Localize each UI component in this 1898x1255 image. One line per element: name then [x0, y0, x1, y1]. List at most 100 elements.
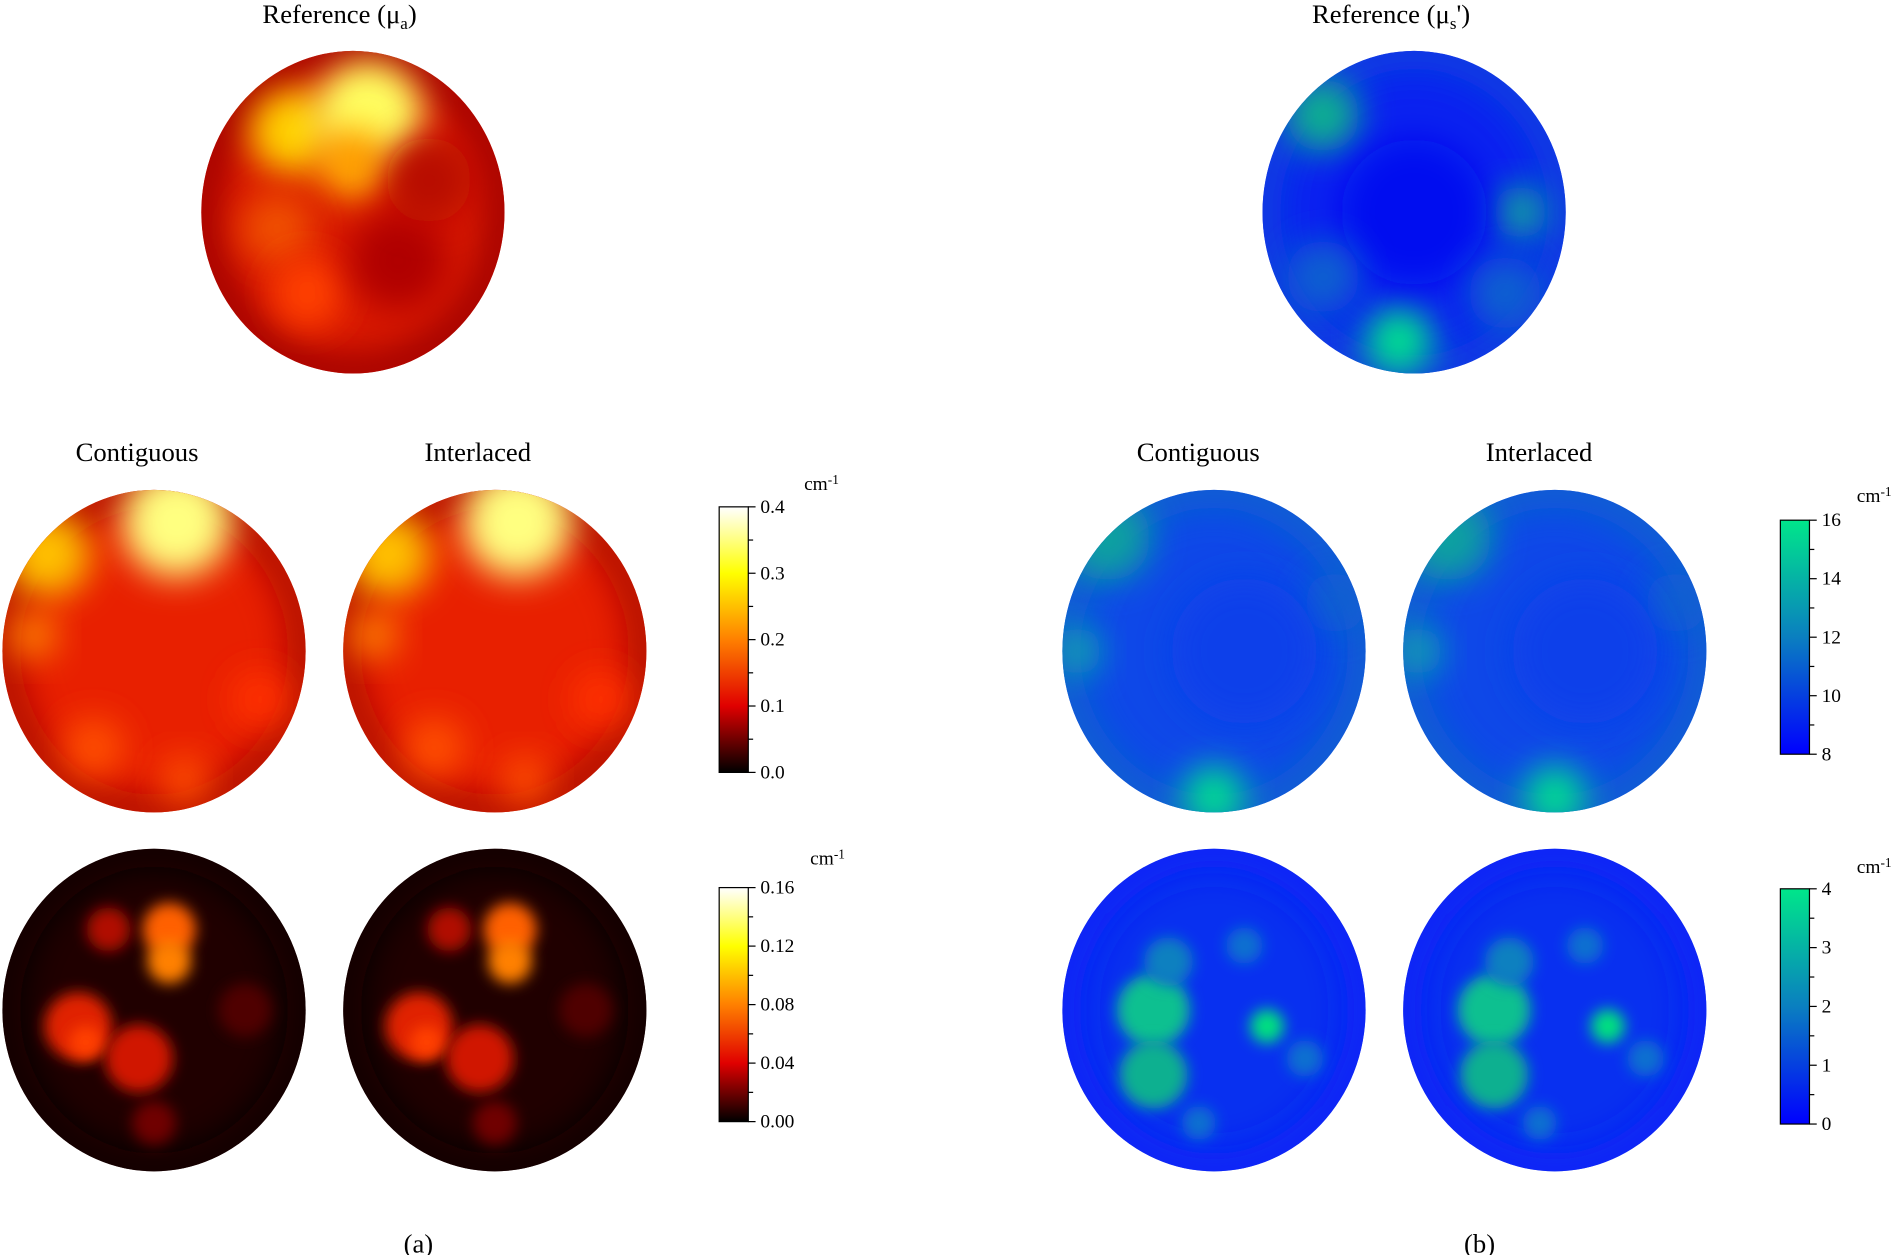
- reference-map: [1262, 50, 1566, 374]
- tick-label: 4: [1822, 879, 1832, 900]
- map-blob: [1286, 240, 1360, 314]
- tick-label: 0.16: [760, 878, 794, 899]
- difference-map: [2, 848, 306, 1172]
- column-title: Contiguous: [1137, 437, 1260, 467]
- map-blob: [483, 902, 537, 957]
- reconstruction-map: [1062, 489, 1366, 813]
- map-blob: [1406, 495, 1492, 581]
- map-blob: [240, 191, 314, 265]
- map-blob: [68, 1025, 103, 1060]
- map-blob: [1286, 1040, 1324, 1077]
- map-blob: [86, 907, 131, 952]
- tick-label: 2: [1822, 996, 1832, 1017]
- map-blob: [462, 489, 573, 577]
- unit-exp: -1: [828, 472, 839, 487]
- map-blob: [1171, 578, 1318, 724]
- map-blob: [386, 137, 472, 223]
- map-blob: [1590, 1009, 1625, 1044]
- map-blob: [1304, 572, 1366, 634]
- unit-base: cm: [1857, 486, 1881, 507]
- map-blob: [160, 755, 209, 805]
- tick-label: 3: [1822, 938, 1832, 959]
- map-blob: [488, 939, 532, 984]
- map-blob: [1457, 973, 1531, 1047]
- unit-exp: -1: [1880, 484, 1891, 499]
- map-blob: [1065, 495, 1151, 581]
- map-blob: [122, 489, 232, 577]
- colorbar: [718, 506, 749, 774]
- panel-label: (a): [404, 1229, 434, 1255]
- map-blob: [229, 669, 291, 730]
- tick-label: 1: [1822, 1055, 1832, 1076]
- map-blob: [1119, 1040, 1188, 1109]
- tick-label: 0.2: [760, 630, 784, 651]
- map-blob: [1522, 1105, 1557, 1140]
- panel-label: (b): [1464, 1229, 1495, 1255]
- reconstruction-map: [343, 489, 647, 813]
- map-blob: [500, 755, 550, 805]
- map-blob: [1183, 765, 1245, 813]
- reference-map: [201, 50, 505, 374]
- tick-label: 16: [1822, 510, 1842, 531]
- tick-label: 12: [1822, 627, 1841, 648]
- map-blob: [1460, 1040, 1529, 1109]
- map-blob: [1364, 307, 1433, 374]
- unit: cm-1: [804, 472, 839, 495]
- tick-label: 0.4: [760, 497, 785, 518]
- map-blob: [570, 669, 632, 730]
- title-text: Reference (μ: [262, 0, 400, 29]
- colorbar: [718, 886, 749, 1123]
- tick-label: 8: [1822, 744, 1832, 765]
- tick-label: 0: [1822, 1114, 1832, 1135]
- map-blob: [1493, 185, 1547, 239]
- difference-map: [343, 848, 647, 1172]
- map-blob: [249, 89, 335, 175]
- tick-label: 0.00: [760, 1112, 794, 1133]
- tick-label: 0.04: [760, 1053, 794, 1074]
- map-blob: [349, 610, 398, 660]
- title-sub: s: [1450, 14, 1457, 33]
- tick-label: 14: [1822, 569, 1842, 590]
- map-blob: [1566, 927, 1604, 964]
- map-blob: [349, 212, 447, 310]
- column-title: Interlaced: [425, 437, 532, 467]
- map-blob: [1403, 626, 1443, 676]
- map-blob: [1286, 79, 1360, 152]
- title-text: '): [1456, 0, 1470, 29]
- tick-label: 0.12: [760, 936, 794, 957]
- map-blob: [427, 907, 472, 952]
- unit: cm-1: [1857, 855, 1892, 878]
- tick-label: 10: [1822, 686, 1841, 707]
- map-blob: [403, 717, 465, 779]
- unit-exp: -1: [1880, 855, 1891, 870]
- map-blob: [1250, 1009, 1285, 1044]
- tick-label: 0.0: [760, 762, 784, 783]
- map-blob: [1512, 578, 1658, 724]
- map-blob: [1144, 937, 1193, 986]
- map-blob: [409, 1025, 444, 1060]
- reference-title: Reference (μs'): [1312, 0, 1470, 33]
- reconstruction-map: [1403, 489, 1707, 813]
- map-blob: [104, 1024, 173, 1093]
- map-blob: [63, 717, 124, 779]
- tick-label: 0.3: [760, 563, 784, 584]
- unit-base: cm: [804, 474, 828, 495]
- map-blob: [1116, 973, 1190, 1047]
- map-blob: [142, 902, 196, 957]
- map-blob: [1627, 1040, 1664, 1077]
- map-blob: [1485, 937, 1534, 986]
- map-blob: [1468, 256, 1542, 330]
- colorbar: [1779, 888, 1811, 1125]
- map-blob: [147, 939, 192, 984]
- reconstruction-map: [2, 489, 306, 813]
- tick-label: 0.1: [760, 696, 784, 717]
- map-blob: [1062, 626, 1102, 676]
- unit-exp: -1: [834, 846, 845, 861]
- map-blob: [1341, 139, 1487, 285]
- difference-map: [1403, 848, 1707, 1172]
- column-title: Interlaced: [1486, 437, 1593, 467]
- title-text: Reference (μ: [1312, 0, 1450, 29]
- map-blob: [8, 610, 58, 660]
